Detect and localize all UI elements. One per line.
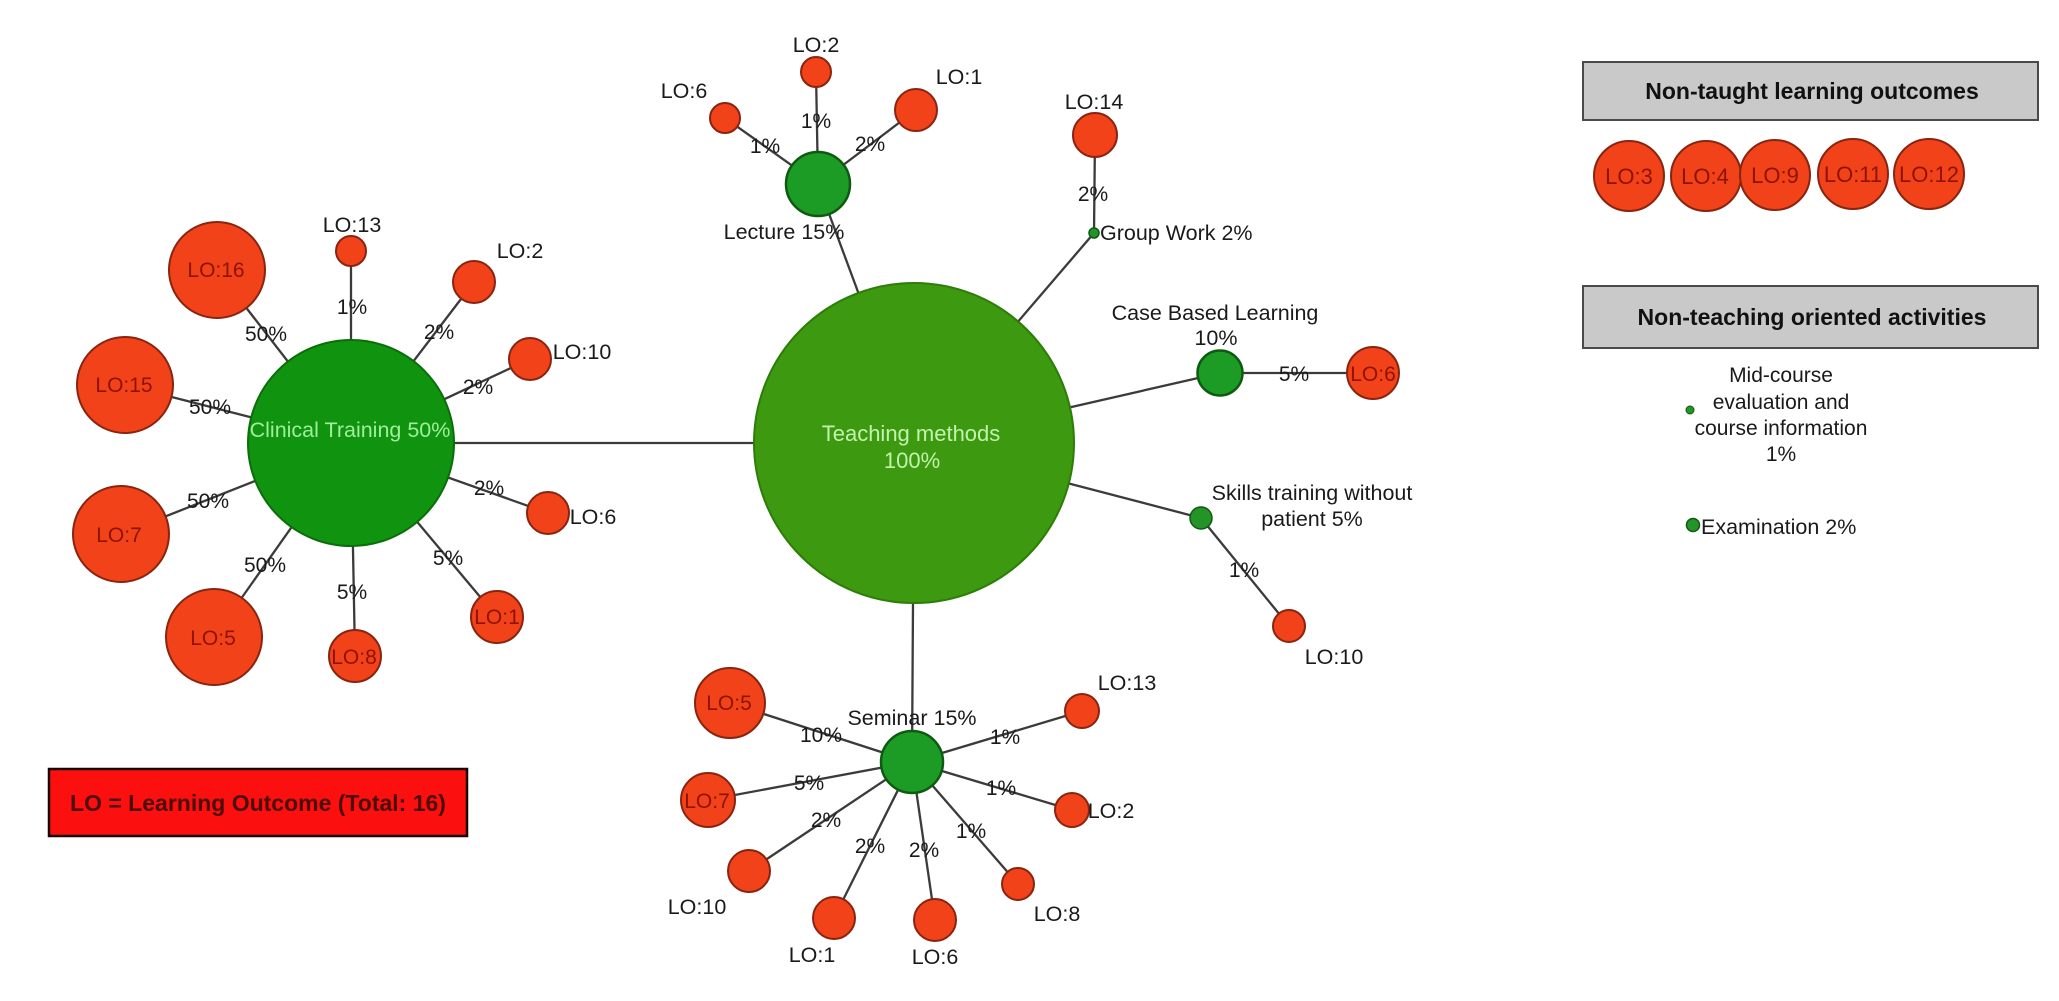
svg-text:1%: 1%: [337, 296, 367, 319]
svg-text:LO:2: LO:2: [793, 33, 840, 57]
svg-text:LO:7: LO:7: [684, 790, 730, 813]
svg-text:LO:13: LO:13: [323, 213, 382, 237]
svg-text:1%: 1%: [956, 820, 986, 843]
svg-text:Case Based Learning: Case Based Learning: [1112, 301, 1319, 325]
svg-text:LO:6: LO:6: [1350, 363, 1396, 386]
svg-text:LO:10: LO:10: [553, 340, 612, 364]
svg-text:LO:8: LO:8: [331, 646, 377, 669]
svg-text:10%: 10%: [800, 724, 842, 747]
svg-text:LO:10: LO:10: [668, 895, 727, 919]
svg-text:Non-teaching oriented activiti: Non-teaching oriented activities: [1638, 304, 1987, 330]
svg-text:Mid-course: Mid-course: [1729, 364, 1833, 387]
svg-text:LO:2: LO:2: [497, 239, 544, 263]
svg-text:LO:1: LO:1: [936, 65, 983, 89]
svg-text:LO:11: LO:11: [1824, 162, 1882, 187]
svg-text:5%: 5%: [794, 772, 824, 795]
svg-text:2%: 2%: [811, 809, 841, 832]
svg-text:2%: 2%: [909, 839, 939, 862]
svg-text:2%: 2%: [463, 376, 493, 399]
svg-text:2%: 2%: [474, 477, 504, 500]
svg-text:Non-taught learning outcomes: Non-taught learning outcomes: [1645, 78, 1979, 104]
svg-text:100%: 100%: [884, 448, 940, 473]
svg-text:2%: 2%: [424, 321, 454, 344]
svg-text:LO:6: LO:6: [661, 79, 708, 103]
svg-text:LO:2: LO:2: [1088, 799, 1135, 823]
svg-text:LO:16: LO:16: [187, 259, 244, 282]
svg-text:1%: 1%: [1766, 443, 1796, 466]
svg-text:LO:6: LO:6: [570, 505, 617, 529]
svg-text:LO:7: LO:7: [96, 524, 142, 547]
svg-text:Examination 2%: Examination 2%: [1701, 515, 1856, 539]
svg-text:Seminar 15%: Seminar 15%: [847, 706, 976, 730]
svg-text:LO:8: LO:8: [1034, 902, 1081, 926]
svg-text:LO:9: LO:9: [1751, 163, 1799, 188]
svg-text:50%: 50%: [187, 490, 229, 513]
svg-text:Teaching methods: Teaching methods: [822, 421, 1001, 446]
svg-text:5%: 5%: [433, 547, 463, 570]
svg-text:1%: 1%: [990, 726, 1020, 749]
svg-text:Group Work 2%: Group Work 2%: [1100, 221, 1253, 245]
svg-text:Lecture 15%: Lecture 15%: [724, 220, 845, 244]
svg-text:2%: 2%: [855, 133, 885, 156]
svg-text:LO:10: LO:10: [1305, 645, 1364, 669]
svg-text:2%: 2%: [1078, 183, 1108, 206]
svg-text:1%: 1%: [801, 110, 831, 133]
svg-text:1%: 1%: [1229, 559, 1259, 582]
svg-text:course information: course information: [1695, 417, 1868, 440]
svg-text:evaluation and: evaluation and: [1713, 391, 1850, 414]
svg-text:LO:12: LO:12: [1899, 162, 1959, 187]
svg-text:LO:13: LO:13: [1098, 671, 1157, 695]
svg-text:LO:14: LO:14: [1065, 90, 1124, 114]
svg-text:1%: 1%: [986, 777, 1016, 800]
svg-text:LO:5: LO:5: [190, 627, 236, 650]
svg-text:LO = Learning Outcome (Total:: LO = Learning Outcome (Total: 16): [70, 790, 446, 816]
svg-text:LO:5: LO:5: [706, 692, 752, 715]
svg-text:2%: 2%: [855, 835, 885, 858]
svg-text:5%: 5%: [1279, 363, 1309, 386]
svg-text:Clinical Training 50%: Clinical Training 50%: [250, 418, 451, 442]
svg-text:5%: 5%: [337, 581, 367, 604]
svg-text:50%: 50%: [245, 323, 287, 346]
svg-text:LO:1: LO:1: [474, 606, 520, 629]
svg-text:50%: 50%: [189, 396, 231, 419]
svg-text:LO:1: LO:1: [789, 943, 836, 967]
svg-text:50%: 50%: [244, 554, 286, 577]
svg-text:LO:3: LO:3: [1605, 164, 1653, 189]
svg-text:LO:6: LO:6: [912, 945, 959, 969]
svg-text:Skills training without: Skills training without: [1212, 481, 1413, 505]
svg-text:patient 5%: patient 5%: [1261, 507, 1363, 531]
svg-text:LO:4: LO:4: [1681, 164, 1729, 189]
svg-text:10%: 10%: [1194, 326, 1237, 350]
svg-text:LO:15: LO:15: [95, 374, 152, 397]
svg-text:1%: 1%: [750, 135, 780, 158]
